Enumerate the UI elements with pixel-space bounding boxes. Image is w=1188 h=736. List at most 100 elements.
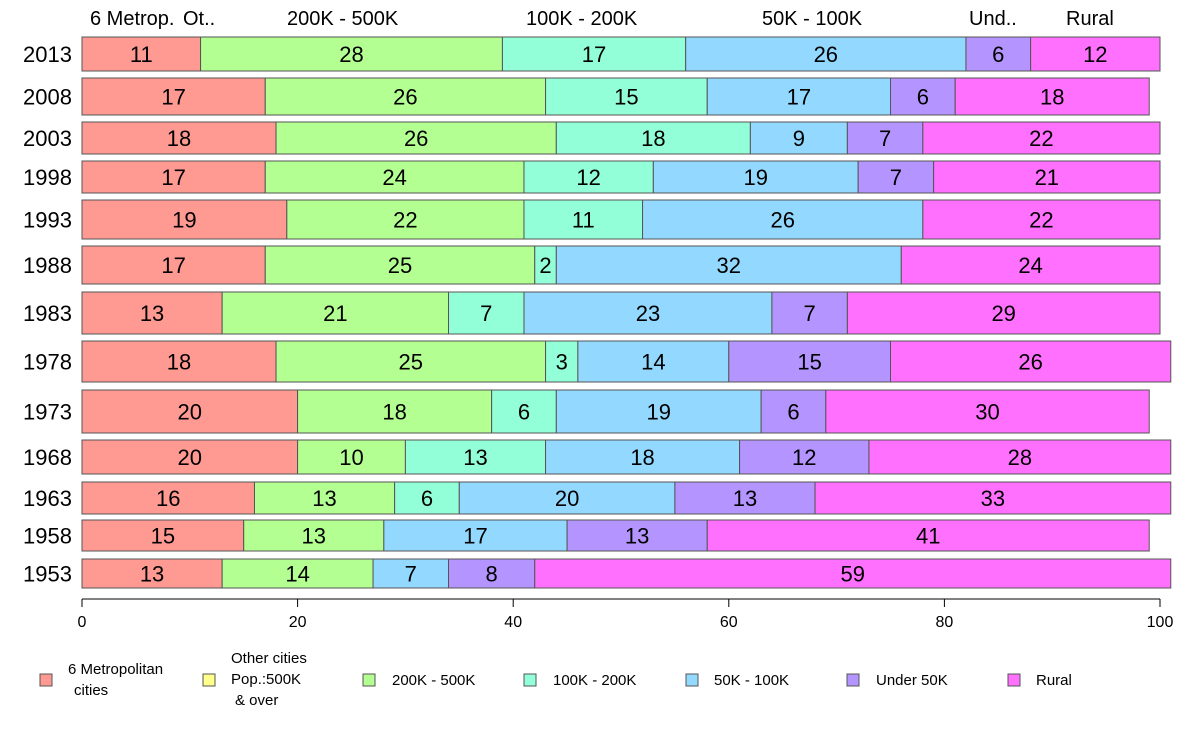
data-label: 20 xyxy=(555,486,579,511)
x-tick-label: 60 xyxy=(720,614,738,631)
bar-segment xyxy=(674,481,816,515)
bar-segment xyxy=(81,439,299,475)
data-label: 7 xyxy=(480,301,492,326)
bar-segment xyxy=(221,291,450,335)
x-tick-label: 100 xyxy=(1147,614,1174,631)
x-tick-label: 20 xyxy=(289,614,307,631)
data-label: 18 xyxy=(382,400,406,425)
data-label: 18 xyxy=(630,445,654,470)
bar-segment xyxy=(264,77,547,116)
data-label: 13 xyxy=(733,486,757,511)
data-label: 20 xyxy=(178,400,202,425)
bar-segment xyxy=(728,340,891,383)
legend-label: Rural xyxy=(1036,672,1072,689)
x-tick-label: 0 xyxy=(78,614,87,631)
legend-label: cities xyxy=(74,682,108,699)
year-label: 1998 xyxy=(23,165,72,190)
data-label: 22 xyxy=(1029,126,1053,151)
bar-segment xyxy=(81,481,255,515)
data-label: 6 xyxy=(787,400,799,425)
data-label: 29 xyxy=(991,301,1015,326)
bar-segment xyxy=(825,389,1150,434)
data-label: 33 xyxy=(981,486,1005,511)
top-label: 200K - 500K xyxy=(287,8,399,30)
data-label: 19 xyxy=(744,165,768,190)
top-label: 100K - 200K xyxy=(526,8,638,30)
data-label: 15 xyxy=(151,524,175,549)
legend-label: Other cities xyxy=(231,650,307,667)
legend: 6 Metropolitan cities Other cities Pop.:500… xyxy=(39,650,1072,709)
bar-segment xyxy=(297,439,406,475)
data-label: 18 xyxy=(167,350,191,375)
data-label: 18 xyxy=(167,126,191,151)
data-label: 22 xyxy=(393,208,417,233)
bar-segment xyxy=(555,389,762,434)
year-label: 1993 xyxy=(23,208,72,233)
legend-swatch xyxy=(39,673,53,687)
data-label: 25 xyxy=(388,253,412,278)
bar-segment xyxy=(868,439,1172,475)
year-label: 1953 xyxy=(23,562,72,587)
data-label: 20 xyxy=(178,445,202,470)
bar-segment xyxy=(81,558,223,589)
legend-swatch xyxy=(362,673,376,687)
data-label: 10 xyxy=(339,445,363,470)
legend-item: Under 50K xyxy=(846,672,948,689)
year-label: 1988 xyxy=(23,253,72,278)
data-label: 6 xyxy=(917,85,929,110)
data-label: 19 xyxy=(172,208,196,233)
data-label: 17 xyxy=(161,165,185,190)
bar-row: 17 25 2 32 24 xyxy=(81,245,1161,285)
data-label: 8 xyxy=(486,562,498,587)
legend-label: 200K - 500K xyxy=(392,672,475,689)
data-label: 24 xyxy=(1018,253,1042,278)
bar-segment xyxy=(846,291,1161,335)
bar-segment xyxy=(1030,36,1161,72)
bar-row: 20 18 6 19 6 30 xyxy=(81,389,1150,434)
legend-item: 100K - 200K xyxy=(523,672,636,689)
year-label: 1983 xyxy=(23,301,72,326)
data-label: 12 xyxy=(792,445,816,470)
data-label: 18 xyxy=(641,126,665,151)
data-label: 17 xyxy=(161,85,185,110)
top-label: Rural xyxy=(1066,8,1114,30)
year-label: 1978 xyxy=(23,350,72,375)
bar-segment xyxy=(857,160,935,194)
bar-segment xyxy=(954,77,1150,116)
data-label: 13 xyxy=(463,445,487,470)
legend-swatch xyxy=(523,673,537,687)
year-label: 1968 xyxy=(23,445,72,470)
data-label: 30 xyxy=(975,400,999,425)
data-label: 11 xyxy=(572,208,595,233)
data-label: 28 xyxy=(1008,445,1032,470)
bar-row: 20 10 13 18 12 28 xyxy=(81,439,1172,475)
data-label: 17 xyxy=(787,85,811,110)
year-label: 1973 xyxy=(23,400,72,425)
bar-segment xyxy=(501,36,687,72)
data-label: 9 xyxy=(793,126,805,151)
bar-segment xyxy=(760,389,827,434)
bar-segment xyxy=(81,519,245,552)
data-label: 26 xyxy=(1018,350,1042,375)
year-label: 2013 xyxy=(23,42,72,67)
bar-segment xyxy=(771,291,848,335)
bar-segment xyxy=(264,245,536,285)
data-label: 41 xyxy=(916,524,940,549)
legend-item: 6 Metropolitan cities xyxy=(39,661,163,699)
top-label: Ot.. xyxy=(183,8,215,30)
data-label: 24 xyxy=(382,165,406,190)
legend-label: 100K - 200K xyxy=(553,672,636,689)
bar-row: 13 14 7 8 59 xyxy=(81,558,1172,589)
bar-row: 11 28 17 26 6 12 xyxy=(81,36,1161,72)
data-label: 7 xyxy=(879,126,891,151)
bar-segment xyxy=(523,291,773,335)
bar-row: 18 26 18 9 7 22 xyxy=(81,121,1161,155)
bar-row: 19 22 11 26 22 xyxy=(81,199,1161,240)
bar-segment xyxy=(275,340,547,383)
bar-segment xyxy=(642,199,924,240)
bar-segment xyxy=(297,389,493,434)
data-label: 13 xyxy=(140,301,164,326)
legend-label: Pop.:500K xyxy=(231,671,301,688)
bar-segment xyxy=(965,36,1032,72)
data-label: 17 xyxy=(582,42,606,67)
